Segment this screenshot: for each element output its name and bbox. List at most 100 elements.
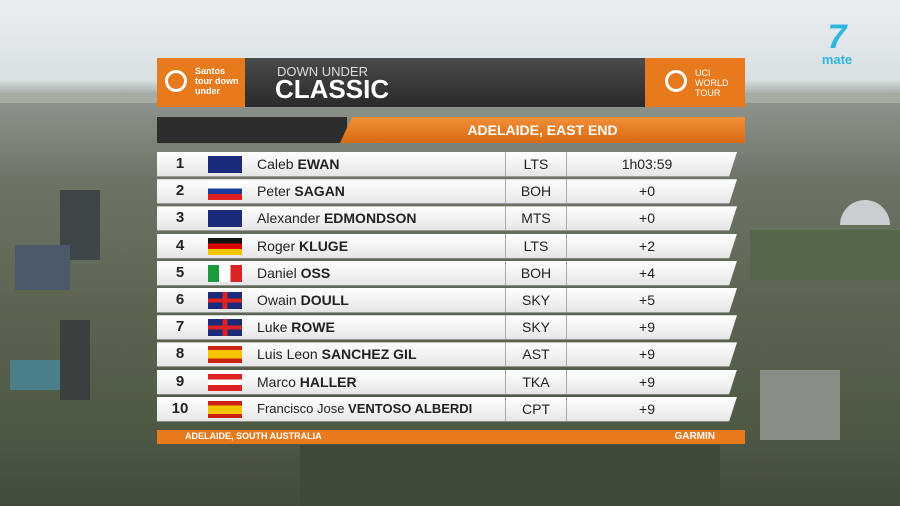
first-name: Caleb bbox=[257, 156, 294, 172]
flag bbox=[208, 401, 242, 418]
time: +5 bbox=[566, 288, 727, 312]
tour-logo: UCI WORLD TOUR bbox=[695, 68, 729, 98]
first-name: Owain bbox=[257, 292, 297, 308]
last-name: VENTOSO ALBERDI bbox=[348, 400, 473, 416]
first-name: Luke bbox=[257, 319, 288, 336]
rider-name: Marco HALLER bbox=[257, 370, 507, 394]
rider-name: Francisco Jose VENTOSO ALBERDI bbox=[257, 397, 507, 421]
last-name: EWAN bbox=[297, 156, 340, 172]
time: +9 bbox=[566, 397, 727, 421]
rank: 9 bbox=[175, 372, 185, 390]
last-name: KLUGE bbox=[299, 237, 349, 254]
result-row: 1 Caleb EWAN LTS 1h03:59 bbox=[157, 152, 737, 177]
rank: 10 bbox=[171, 399, 189, 417]
team: BOH bbox=[505, 261, 566, 285]
title-box: DOWN UNDER CLASSIC bbox=[245, 58, 645, 107]
team: AST bbox=[505, 342, 566, 366]
team: SKY bbox=[505, 288, 566, 312]
time: +2 bbox=[566, 234, 727, 258]
race-logo-box: Santos tour down under bbox=[157, 58, 245, 107]
first-name: Luis Leon bbox=[257, 346, 318, 363]
rank: 7 bbox=[175, 318, 185, 336]
flag bbox=[208, 183, 242, 200]
channel-name: mate bbox=[821, 52, 853, 67]
last-name: DOULL bbox=[300, 292, 349, 308]
rank: 8 bbox=[175, 345, 185, 363]
flag bbox=[208, 156, 242, 173]
result-row: 8 Luis Leon SANCHEZ GIL AST +9 bbox=[157, 342, 737, 367]
rider-name: Peter SAGAN bbox=[257, 179, 507, 203]
logo-icon bbox=[165, 70, 187, 92]
result-row: 4 Roger KLUGE LTS +2 bbox=[157, 234, 737, 259]
last-name: OSS bbox=[300, 264, 331, 281]
location: ADELAIDE, EAST END bbox=[340, 117, 745, 143]
flag bbox=[208, 210, 242, 227]
footer-sponsor: GARMIN bbox=[674, 431, 715, 442]
rider-name: Owain DOULL bbox=[257, 288, 507, 312]
team: SKY bbox=[505, 315, 566, 339]
rank: 6 bbox=[175, 291, 185, 308]
rank: 5 bbox=[175, 263, 185, 281]
rank: 4 bbox=[175, 236, 185, 254]
rider-name: Roger KLUGE bbox=[257, 234, 507, 258]
first-name: Alexander bbox=[257, 210, 321, 227]
time: 1h03:59 bbox=[566, 152, 727, 176]
last-name: HALLER bbox=[299, 373, 357, 390]
result-row: 7 Luke ROWE SKY +9 bbox=[157, 315, 737, 340]
team: TKA bbox=[505, 370, 566, 394]
last-name: ROWE bbox=[291, 319, 335, 336]
footer-place: ADELAIDE, SOUTH AUSTRALIA bbox=[185, 431, 322, 441]
tour-logo-box: UCI WORLD TOUR bbox=[645, 58, 745, 107]
channel-logo: 7 mate bbox=[812, 20, 862, 70]
flag bbox=[208, 238, 242, 255]
flag bbox=[208, 319, 242, 336]
team: LTS bbox=[505, 234, 566, 258]
rider-name: Luke ROWE bbox=[257, 315, 507, 339]
result-row: 6 Owain DOULL SKY +5 bbox=[157, 288, 737, 313]
flag bbox=[208, 265, 242, 282]
flag bbox=[208, 292, 242, 309]
subtitle-dark bbox=[157, 117, 347, 143]
time: +0 bbox=[566, 179, 727, 203]
first-name: Daniel bbox=[257, 264, 297, 281]
race-logo: Santos tour down under bbox=[195, 66, 239, 96]
rank: 2 bbox=[175, 182, 185, 200]
result-row: 2 Peter SAGAN BOH +0 bbox=[157, 179, 737, 204]
rider-name: Luis Leon SANCHEZ GIL bbox=[257, 342, 507, 366]
team: BOH bbox=[505, 179, 566, 203]
team: CPT bbox=[505, 397, 566, 421]
channel-number: 7 bbox=[827, 18, 847, 56]
rider-name: Alexander EDMONDSON bbox=[257, 206, 507, 230]
time: +9 bbox=[566, 342, 727, 366]
rank: 3 bbox=[175, 209, 185, 227]
time: +9 bbox=[566, 370, 727, 394]
flag bbox=[208, 346, 242, 363]
last-name: SAGAN bbox=[294, 183, 345, 200]
building bbox=[60, 320, 90, 400]
park bbox=[300, 445, 720, 506]
result-row: 9 Marco HALLER TKA +9 bbox=[157, 370, 737, 395]
building bbox=[760, 370, 840, 440]
footer-bar: ADELAIDE, SOUTH AUSTRALIA GARMIN bbox=[157, 430, 745, 444]
team: LTS bbox=[505, 152, 566, 176]
last-name: SANCHEZ GIL bbox=[321, 346, 417, 363]
team: MTS bbox=[505, 206, 566, 230]
title-small: DOWN UNDER bbox=[277, 64, 368, 79]
first-name: Francisco Jose bbox=[257, 400, 345, 416]
flag bbox=[208, 374, 242, 391]
rank: 1 bbox=[175, 155, 185, 172]
first-name: Roger bbox=[257, 237, 296, 254]
first-name: Marco bbox=[257, 373, 296, 390]
stadium bbox=[840, 200, 890, 225]
park bbox=[750, 230, 900, 280]
rider-name: Caleb EWAN bbox=[257, 152, 507, 176]
result-row: 3 Alexander EDMONDSON MTS +0 bbox=[157, 206, 737, 231]
rider-name: Daniel OSS bbox=[257, 261, 507, 285]
building bbox=[15, 245, 70, 290]
logo-icon bbox=[665, 70, 687, 92]
first-name: Peter bbox=[257, 183, 291, 200]
result-row: 5 Daniel OSS BOH +4 bbox=[157, 261, 737, 286]
time: +0 bbox=[566, 206, 727, 230]
title: CLASSIC bbox=[275, 74, 390, 104]
